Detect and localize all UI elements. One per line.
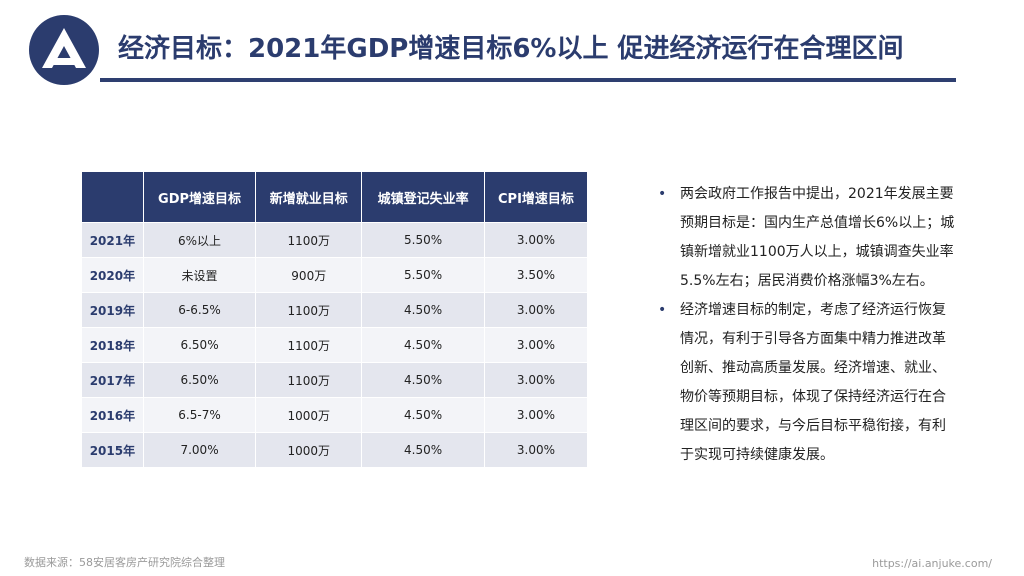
bullet-dot-icon: • [658, 302, 667, 318]
cpi-target-cell: 3.00% [484, 397, 587, 432]
employment-target-cell: 1000万 [256, 397, 363, 432]
website-url: https://ai.anjuke.com/ [872, 557, 992, 570]
row-year: 2016年 [82, 397, 144, 432]
data-source-note: 数据来源：58安居客房产研究院综合整理 [24, 556, 225, 569]
table-row: 2020年 未设置 900万 5.50% 3.50% [82, 257, 587, 292]
gdp-target-cell: 未设置 [143, 257, 257, 292]
cpi-target-cell: 3.50% [484, 257, 587, 292]
employment-target-cell: 1100万 [256, 327, 363, 362]
bullet-text: 经济增速目标的制定，考虑了经济运行恢复情况，有利于引导各方面集中精力推进改革创新… [680, 302, 946, 463]
employment-target-cell: 900万 [256, 257, 363, 292]
gdp-target-cell: 6.50% [143, 362, 257, 397]
cpi-target-cell: 3.00% [484, 432, 587, 467]
table-row: 2017年 6.50% 1100万 4.50% 3.00% [82, 362, 587, 397]
cpi-target-cell: 3.00% [484, 327, 587, 362]
header-cell-year [82, 172, 144, 222]
header-cell-unemployment: 城镇登记失业率 [362, 172, 485, 222]
bullet-item: • 经济增速目标的制定，考虑了经济运行恢复情况，有利于引导各方面集中精力推进改革… [658, 296, 958, 470]
bullet-dot-icon: • [658, 186, 667, 202]
table-row: 2015年 7.00% 1000万 4.50% 3.00% [82, 432, 587, 467]
gdp-target-cell: 6%以上 [143, 222, 257, 257]
row-year: 2020年 [82, 257, 144, 292]
bullet-item: • 两会政府工作报告中提出，2021年发展主要预期目标是：国内生产总值增长6%以… [658, 180, 958, 296]
table-header-row: GDP增速目标 新增就业目标 城镇登记失业率 CPI增速目标 [82, 172, 587, 222]
unemployment-rate-cell: 4.50% [362, 327, 485, 362]
row-year: 2015年 [82, 432, 144, 467]
employment-target-cell: 1100万 [256, 222, 363, 257]
gdp-target-cell: 7.00% [143, 432, 257, 467]
gdp-target-cell: 6.50% [143, 327, 257, 362]
table-row: 2018年 6.50% 1100万 4.50% 3.00% [82, 327, 587, 362]
row-year: 2021年 [82, 222, 144, 257]
unemployment-rate-cell: 5.50% [362, 222, 485, 257]
anjuke-logo-icon [29, 15, 99, 85]
employment-target-cell: 1000万 [256, 432, 363, 467]
unemployment-rate-cell: 4.50% [362, 432, 485, 467]
employment-target-cell: 1100万 [256, 362, 363, 397]
unemployment-rate-cell: 4.50% [362, 397, 485, 432]
unemployment-rate-cell: 5.50% [362, 257, 485, 292]
table-row: 2016年 6.5-7% 1000万 4.50% 3.00% [82, 397, 587, 432]
cpi-target-cell: 3.00% [484, 292, 587, 327]
unemployment-rate-cell: 4.50% [362, 362, 485, 397]
row-year: 2018年 [82, 327, 144, 362]
header-cell-gdp: GDP增速目标 [143, 172, 257, 222]
summary-bullets: • 两会政府工作报告中提出，2021年发展主要预期目标是：国内生产总值增长6%以… [658, 180, 958, 470]
cpi-target-cell: 3.00% [484, 362, 587, 397]
page-title: 经济目标：2021年GDP增速目标6%以上 促进经济运行在合理区间 [118, 34, 904, 64]
table-row: 2021年 6%以上 1100万 5.50% 3.00% [82, 222, 587, 257]
table-row: 2019年 6-6.5% 1100万 4.50% 3.00% [82, 292, 587, 327]
title-underline [100, 78, 956, 82]
header-cell-employment: 新增就业目标 [256, 172, 363, 222]
gdp-target-cell: 6-6.5% [143, 292, 257, 327]
row-year: 2017年 [82, 362, 144, 397]
cpi-target-cell: 3.00% [484, 222, 587, 257]
employment-target-cell: 1100万 [256, 292, 363, 327]
row-year: 2019年 [82, 292, 144, 327]
unemployment-rate-cell: 4.50% [362, 292, 485, 327]
header-cell-cpi: CPI增速目标 [484, 172, 587, 222]
economic-targets-table: GDP增速目标 新增就业目标 城镇登记失业率 CPI增速目标 2021年 6%以… [82, 172, 587, 467]
gdp-target-cell: 6.5-7% [143, 397, 257, 432]
bullet-text: 两会政府工作报告中提出，2021年发展主要预期目标是：国内生产总值增长6%以上；… [680, 186, 955, 289]
